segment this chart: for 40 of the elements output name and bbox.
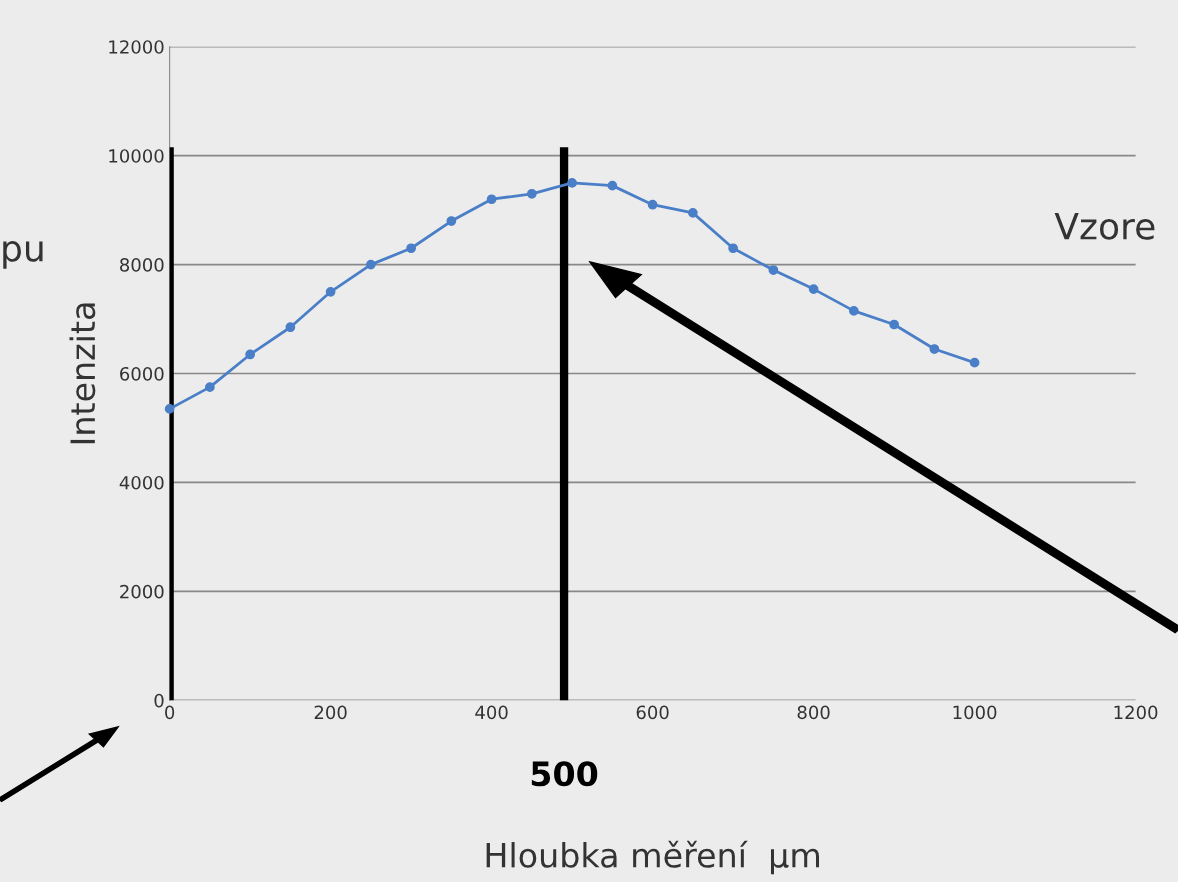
x-tick-label: 200 xyxy=(314,705,347,720)
point xyxy=(366,259,376,270)
point xyxy=(567,178,577,188)
point xyxy=(808,284,819,294)
x-axis-title: Hloubka měření µm xyxy=(486,840,820,875)
x-tick-label: 800 xyxy=(797,705,830,720)
point xyxy=(527,188,537,199)
y-tick-label: 8000 xyxy=(120,258,164,272)
point xyxy=(969,357,980,368)
point xyxy=(728,243,738,254)
point xyxy=(164,404,175,414)
x-tick-label: 1000 xyxy=(953,705,997,720)
annotation: Vzore xyxy=(1054,212,1155,240)
point xyxy=(285,322,296,333)
y-axis-title: Intenzita xyxy=(69,303,96,444)
point xyxy=(647,199,658,210)
annotation: 500 xyxy=(531,761,598,787)
point xyxy=(325,286,336,297)
point xyxy=(929,344,940,354)
text: pu xyxy=(3,241,43,269)
y-tick-label: 4000 xyxy=(119,475,164,490)
x-tick-label: 1200 xyxy=(1114,705,1158,720)
point xyxy=(687,207,698,218)
point xyxy=(889,319,899,330)
point xyxy=(245,349,255,360)
point xyxy=(768,265,779,275)
x-tick-label: 600 xyxy=(636,705,669,720)
y-tick-label: 0 xyxy=(154,693,164,708)
point xyxy=(607,180,618,191)
point xyxy=(848,306,859,316)
y-tick-label: 10000 xyxy=(109,149,164,163)
point xyxy=(446,216,457,226)
point xyxy=(406,243,416,254)
y-tick-label: 2000 xyxy=(120,584,164,599)
point xyxy=(205,382,215,393)
x-tick-label: 400 xyxy=(475,705,508,720)
x-tick-label: 0 xyxy=(165,705,175,720)
y-tick-label: 6000 xyxy=(120,366,164,381)
y-tick-label: 12000 xyxy=(109,40,164,54)
point xyxy=(486,194,497,205)
